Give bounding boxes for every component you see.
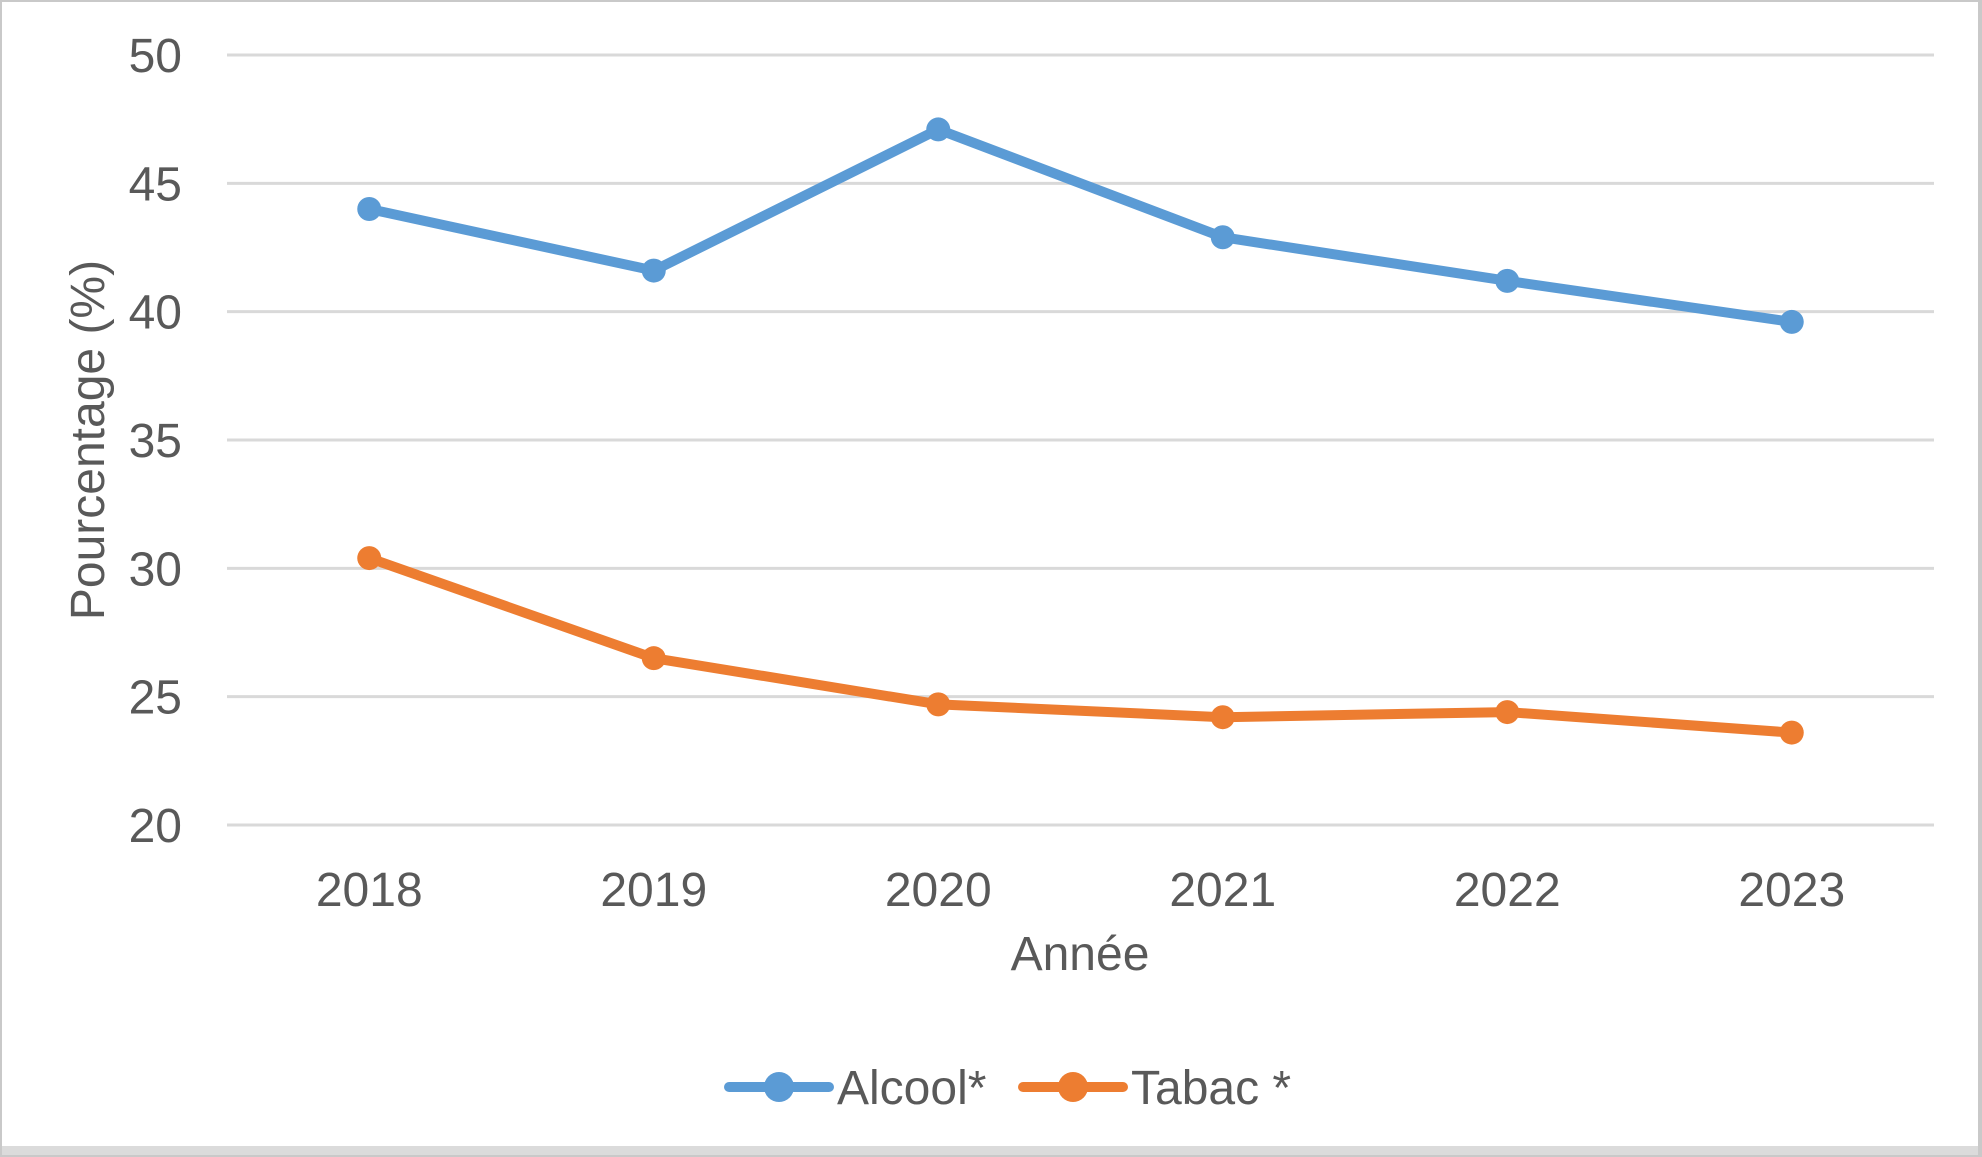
data-point: [357, 197, 382, 221]
legend-item: Tabac *: [1018, 1062, 1291, 1115]
y-tick-label: 35: [129, 415, 182, 468]
legend-marker-dot: [764, 1072, 794, 1102]
y-tick-labels: 20 25 30 35 40 45 50: [129, 30, 182, 853]
legend-item: Alcool*: [724, 1062, 986, 1115]
series-line-alcool: [364, 124, 1797, 327]
x-tick-label: 2022: [1454, 864, 1561, 917]
data-point: [1495, 700, 1520, 725]
x-tick-label: 2021: [1169, 864, 1276, 917]
data-point: [1210, 705, 1235, 730]
window-bottom-edge: [2, 1146, 1978, 1155]
data-point: [1495, 268, 1520, 293]
data-point: [641, 646, 666, 671]
data-point: [926, 117, 951, 142]
y-tick-label: 40: [129, 287, 182, 340]
y-tick-label: 20: [129, 800, 182, 853]
series-line-tabac: [364, 553, 1797, 738]
y-tick-label: 25: [129, 672, 182, 725]
series-lines: [357, 117, 1804, 745]
legend-label: Alcool*: [837, 1062, 986, 1115]
legend-label: Tabac *: [1131, 1062, 1291, 1115]
y-tick-label: 50: [129, 30, 182, 83]
data-point: [641, 258, 666, 283]
x-tick-label: 2018: [316, 864, 423, 917]
x-tick-label: 2019: [600, 864, 707, 917]
data-point: [357, 546, 382, 571]
y-tick-label: 45: [129, 158, 182, 211]
x-tick-labels: 2018 2019 2020 2021 2022 2023: [316, 864, 1845, 917]
y-axis-title: Pourcentage (%): [62, 260, 115, 620]
data-point: [1779, 309, 1804, 334]
legend-marker-dot: [1058, 1072, 1088, 1102]
data-point: [1210, 225, 1235, 250]
y-tick-label: 30: [129, 543, 182, 596]
x-tick-label: 2020: [885, 864, 992, 917]
data-point: [926, 692, 951, 717]
data-point: [1779, 720, 1804, 745]
x-axis-title: Année: [1011, 928, 1150, 981]
x-tick-label: 2023: [1738, 864, 1845, 917]
legend: Alcool* Tabac *: [724, 1062, 1291, 1115]
